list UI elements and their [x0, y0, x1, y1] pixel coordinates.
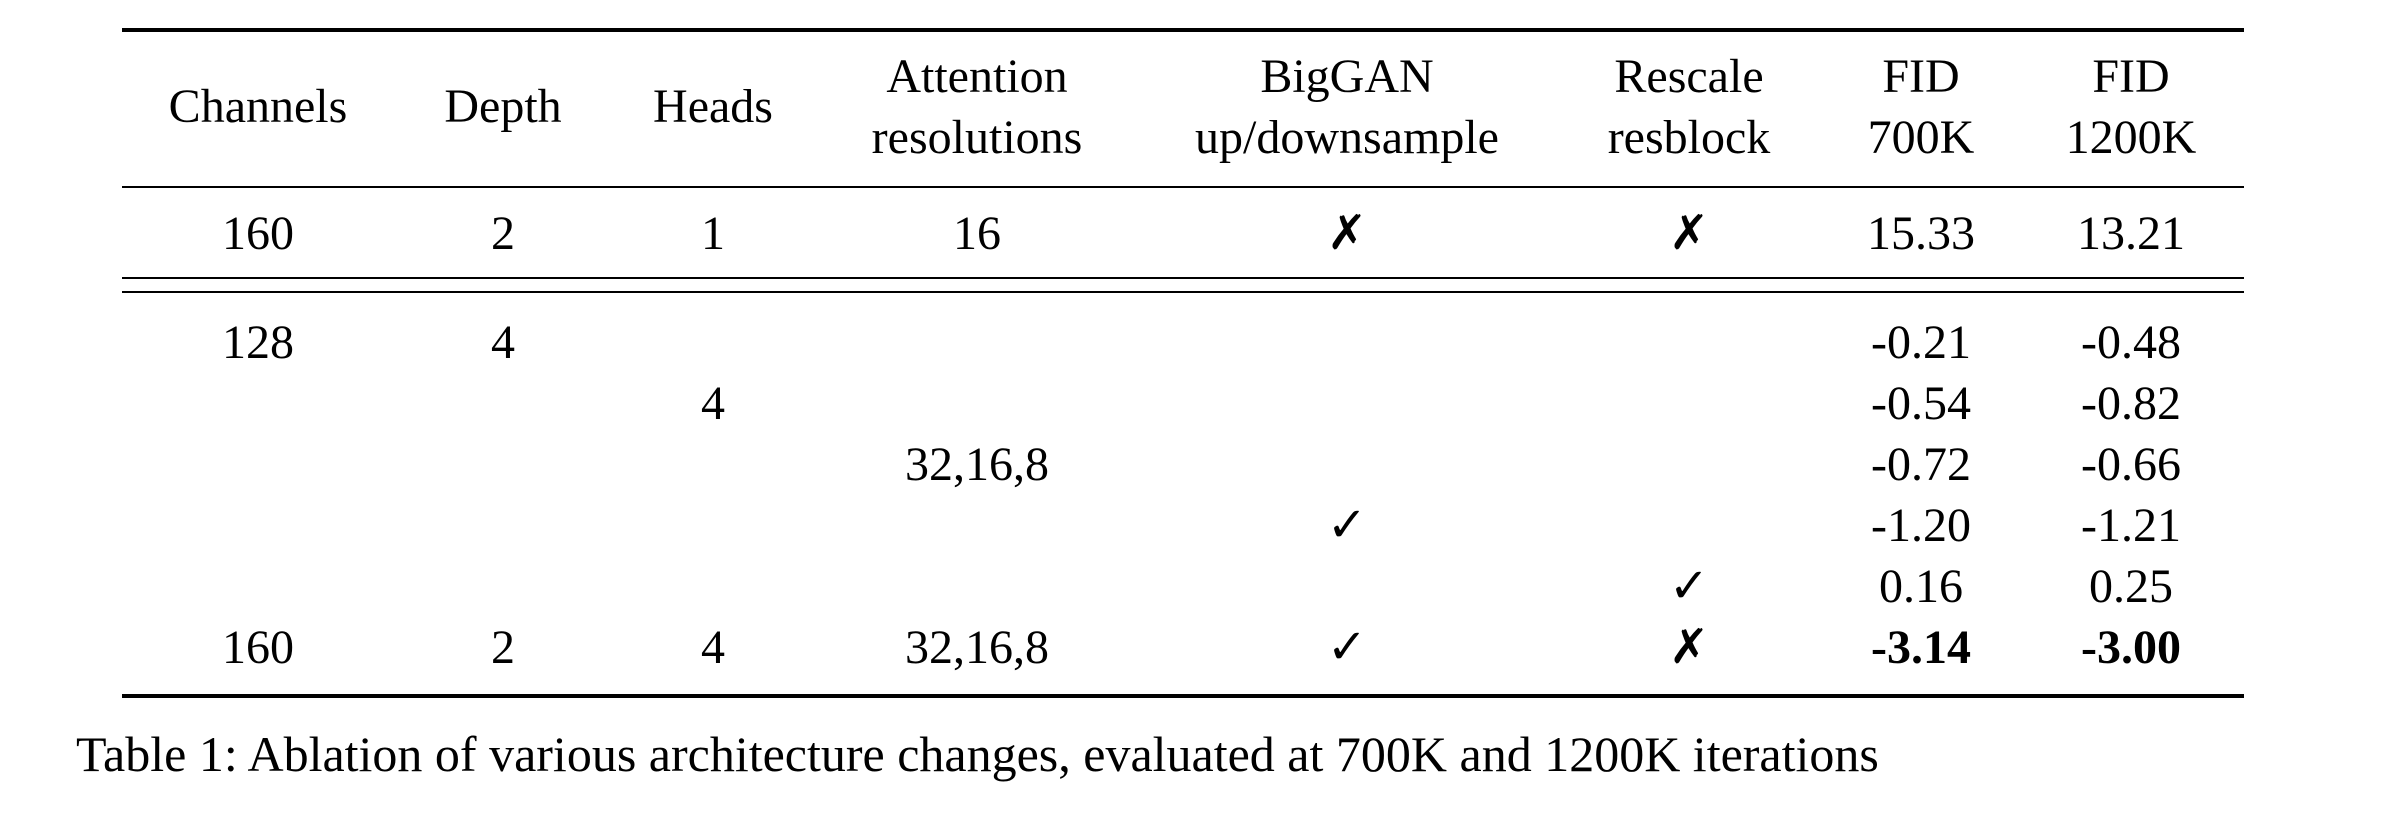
table-cell: ✗ [1668, 621, 1710, 674]
bottom-rule [122, 694, 2244, 698]
table-cell: ✓ [1326, 499, 1368, 552]
double-rule [122, 291, 2244, 293]
table-cell: 32,16,8 [905, 621, 1049, 674]
table-cell: 160 [222, 621, 294, 674]
header-cell: 700K [1867, 111, 1975, 164]
baseline-cell: ✗ [1326, 207, 1368, 260]
baseline-cell: 1 [701, 207, 725, 260]
table-cell: -0.48 [2081, 316, 2181, 369]
header-cell: up/downsample [1195, 111, 1499, 164]
header-cell: BigGAN [1260, 50, 1434, 103]
header-cell: Heads [653, 80, 773, 133]
table-cell: ✓ [1326, 621, 1368, 674]
header-cell: FID [1882, 50, 1960, 103]
baseline-cell: 2 [491, 207, 515, 260]
header-cell: resblock [1607, 111, 1771, 164]
header-cell: Attention [886, 50, 1068, 103]
table-cell: 4 [701, 377, 725, 430]
table-cell: 32,16,8 [905, 438, 1049, 491]
caption: Table 1: Ablation of various architectur… [76, 726, 1879, 782]
baseline-cell: 15.33 [1867, 207, 1975, 260]
table-cell: -0.72 [1871, 438, 1971, 491]
table-cell: -3.00 [2081, 621, 2181, 674]
table-cell: -1.20 [1871, 499, 1971, 552]
header-cell: FID [2092, 50, 2170, 103]
table-cell: -0.82 [2081, 377, 2181, 430]
table-cell: -1.21 [2081, 499, 2181, 552]
baseline-cell: 16 [953, 207, 1001, 260]
table-cell: 0.16 [1879, 560, 1963, 613]
table-cell: 0.25 [2089, 560, 2173, 613]
baseline-cell: 13.21 [2077, 207, 2185, 260]
header-cell: 1200K [2065, 111, 2197, 164]
table-cell: -0.66 [2081, 438, 2181, 491]
header-rule [122, 186, 2244, 188]
table-cell: 128 [222, 316, 294, 369]
double-rule [122, 277, 2244, 279]
table-cell: 4 [701, 621, 725, 674]
header-cell: Channels [168, 80, 348, 133]
header-cell: Rescale [1614, 50, 1764, 103]
header-cell: Depth [444, 80, 562, 133]
header-cell: resolutions [871, 111, 1083, 164]
table-cell: ✓ [1668, 560, 1710, 613]
baseline-cell: 160 [222, 207, 294, 260]
top-rule [122, 28, 2244, 32]
table-cell: 2 [491, 621, 515, 674]
table-cell: 4 [491, 316, 515, 369]
table-cell: -0.21 [1871, 316, 1971, 369]
baseline-cell: ✗ [1668, 207, 1710, 260]
table-cell: -0.54 [1871, 377, 1971, 430]
table-cell: -3.14 [1871, 621, 1971, 674]
